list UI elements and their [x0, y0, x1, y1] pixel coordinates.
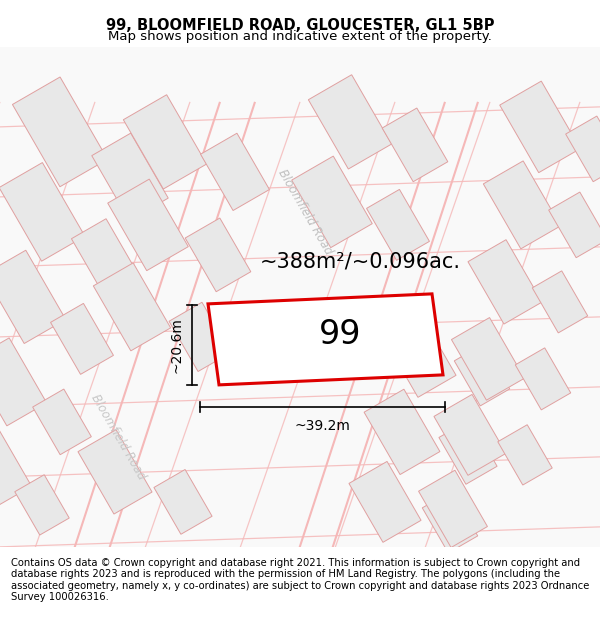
Polygon shape — [71, 219, 139, 295]
Polygon shape — [384, 316, 456, 398]
Text: Map shows position and indicative extent of the property.: Map shows position and indicative extent… — [108, 30, 492, 43]
Text: 99: 99 — [319, 318, 362, 351]
Polygon shape — [154, 469, 212, 534]
Polygon shape — [500, 81, 580, 172]
Text: ~388m²/~0.096ac.: ~388m²/~0.096ac. — [260, 252, 461, 272]
Polygon shape — [78, 430, 152, 514]
Polygon shape — [382, 108, 448, 182]
Polygon shape — [367, 189, 430, 261]
Text: 99, BLOOMFIELD ROAD, GLOUCESTER, GL1 5BP: 99, BLOOMFIELD ROAD, GLOUCESTER, GL1 5BP — [106, 18, 494, 32]
Polygon shape — [548, 192, 600, 258]
Polygon shape — [439, 419, 497, 484]
Text: ~20.6m: ~20.6m — [170, 317, 184, 372]
Polygon shape — [50, 303, 113, 374]
Polygon shape — [566, 116, 600, 182]
Polygon shape — [434, 394, 506, 476]
Polygon shape — [0, 338, 47, 426]
Polygon shape — [208, 294, 443, 385]
Polygon shape — [451, 318, 524, 400]
Polygon shape — [185, 218, 251, 292]
Polygon shape — [0, 250, 66, 344]
Polygon shape — [498, 425, 552, 485]
Polygon shape — [13, 77, 107, 187]
Polygon shape — [364, 389, 440, 474]
Polygon shape — [292, 156, 372, 248]
Polygon shape — [0, 162, 85, 261]
Polygon shape — [468, 240, 542, 324]
Text: Contains OS data © Crown copyright and database right 2021. This information is : Contains OS data © Crown copyright and d… — [11, 558, 589, 602]
Polygon shape — [419, 470, 487, 548]
Polygon shape — [422, 491, 478, 553]
Polygon shape — [308, 75, 392, 169]
Polygon shape — [94, 263, 170, 351]
Polygon shape — [532, 271, 588, 333]
Polygon shape — [515, 348, 571, 410]
Polygon shape — [92, 133, 168, 221]
Polygon shape — [15, 475, 69, 535]
Polygon shape — [349, 461, 421, 542]
Text: ~39.2m: ~39.2m — [295, 419, 350, 433]
Polygon shape — [200, 133, 269, 211]
Polygon shape — [169, 302, 231, 371]
Polygon shape — [484, 161, 560, 249]
Polygon shape — [108, 179, 188, 271]
Polygon shape — [124, 95, 206, 189]
Polygon shape — [32, 389, 91, 455]
Text: Bloomfield Road: Bloomfield Road — [88, 392, 148, 482]
Polygon shape — [454, 344, 510, 406]
Text: Bloomfield Road: Bloomfield Road — [275, 167, 335, 257]
Polygon shape — [0, 426, 32, 508]
